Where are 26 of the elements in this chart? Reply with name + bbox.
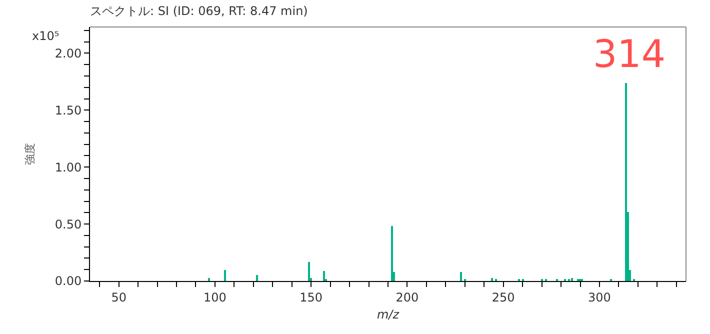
- x-axis-title: m/z: [376, 307, 400, 322]
- y-tick-label: 0.00: [54, 274, 82, 288]
- annotation: 314: [593, 32, 666, 76]
- chart-title: スペクトル: SI (ID: 069, RT: 8.47 min): [90, 4, 308, 18]
- bar: [460, 272, 462, 281]
- x-tick-label: 50: [111, 290, 126, 304]
- bar: [323, 271, 325, 281]
- y-tick-label: 1.00: [54, 160, 82, 174]
- x-tick-label: 200: [396, 290, 419, 304]
- bar: [571, 278, 573, 281]
- y-tick-label: 1.50: [54, 103, 82, 118]
- y-axis-title: 強度: [24, 143, 37, 165]
- y-tick-label: 0.50: [54, 217, 82, 232]
- bar: [208, 278, 210, 281]
- bar: [625, 83, 627, 281]
- x-tick-label: 150: [300, 290, 323, 304]
- bar: [391, 226, 393, 281]
- bar: [224, 270, 226, 281]
- text: x10⁵: [32, 29, 60, 43]
- x-tick-label: 250: [492, 290, 515, 304]
- x-tick-label: 100: [204, 290, 226, 304]
- y-tick-label: 2.00: [54, 46, 82, 60]
- x-tick-label: 300: [588, 290, 611, 304]
- bar: [308, 262, 310, 281]
- bar: [491, 278, 493, 281]
- bar: [256, 275, 258, 281]
